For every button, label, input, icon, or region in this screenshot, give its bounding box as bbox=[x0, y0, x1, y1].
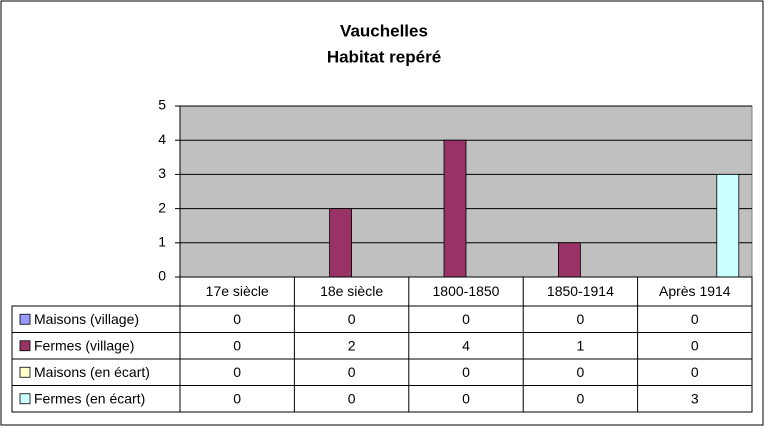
table-value: 0 bbox=[577, 311, 585, 327]
table-value: 0 bbox=[233, 311, 241, 327]
legend-key bbox=[19, 313, 31, 325]
x-tick-label: Après 1914 bbox=[659, 283, 731, 299]
legend-label: Maisons (village) bbox=[34, 311, 139, 327]
legend-label: Fermes (en écart) bbox=[34, 390, 145, 406]
y-tick-label: 2 bbox=[158, 199, 166, 215]
table-value: 0 bbox=[233, 337, 241, 353]
legend-key bbox=[19, 366, 31, 378]
table-value: 4 bbox=[462, 337, 470, 353]
table-value: 0 bbox=[462, 311, 470, 327]
table-value: 0 bbox=[348, 390, 356, 406]
y-tick-label: 0 bbox=[158, 268, 166, 284]
table-value: 0 bbox=[233, 390, 241, 406]
table-value: 0 bbox=[691, 337, 699, 353]
legend-label: Fermes (village) bbox=[34, 337, 134, 353]
table-value: 0 bbox=[691, 364, 699, 380]
table-value: 0 bbox=[348, 311, 356, 327]
chart-title: Vauchelles bbox=[340, 21, 428, 40]
y-tick-label: 1 bbox=[158, 234, 166, 250]
bar bbox=[558, 242, 581, 278]
x-tick-label: 17e siècle bbox=[206, 283, 269, 299]
x-tick-label: 18e siècle bbox=[320, 283, 383, 299]
legend-label: Maisons (en écart) bbox=[34, 364, 150, 380]
x-tick-label: 1800-1850 bbox=[433, 283, 500, 299]
bar bbox=[716, 173, 740, 278]
table-value: 0 bbox=[233, 364, 241, 380]
table-value: 2 bbox=[348, 337, 356, 353]
table-value: 0 bbox=[691, 311, 699, 327]
bar bbox=[443, 139, 467, 278]
table-value: 0 bbox=[462, 364, 470, 380]
bar bbox=[329, 208, 353, 278]
x-tick-label: 1850-1914 bbox=[547, 283, 614, 299]
table-value: 0 bbox=[577, 390, 585, 406]
chart-subtitle: Habitat repéré bbox=[327, 47, 441, 66]
table-value: 0 bbox=[348, 364, 356, 380]
legend-key bbox=[19, 393, 31, 405]
table-value: 0 bbox=[462, 390, 470, 406]
y-tick-label: 5 bbox=[158, 97, 166, 113]
table-value: 0 bbox=[577, 364, 585, 380]
y-tick-label: 4 bbox=[158, 131, 166, 147]
table-value: 3 bbox=[691, 390, 699, 406]
legend-key bbox=[19, 340, 31, 352]
y-tick-label: 3 bbox=[158, 165, 166, 181]
table-value: 1 bbox=[577, 337, 585, 353]
